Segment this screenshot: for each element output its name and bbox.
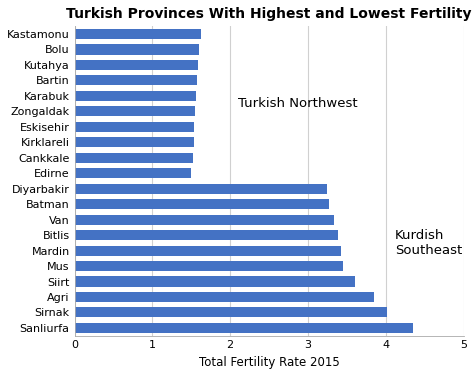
Bar — [74, 137, 193, 147]
Bar — [74, 168, 191, 178]
Bar — [74, 246, 341, 256]
Bar — [74, 60, 198, 70]
Bar — [74, 292, 374, 302]
Bar — [74, 215, 334, 224]
Bar — [74, 76, 197, 85]
X-axis label: Total Fertility Rate 2015: Total Fertility Rate 2015 — [199, 356, 339, 369]
Bar — [74, 230, 337, 240]
Bar — [74, 276, 355, 287]
Bar — [74, 44, 199, 55]
Text: Turkish Northwest: Turkish Northwest — [238, 97, 357, 110]
Bar — [74, 323, 413, 333]
Bar — [74, 261, 343, 271]
Bar — [74, 308, 387, 317]
Bar — [74, 122, 194, 132]
Text: Kurdish
Southeast: Kurdish Southeast — [395, 229, 462, 257]
Bar — [74, 29, 201, 39]
Title: Turkish Provinces With Highest and Lowest Fertility: Turkish Provinces With Highest and Lowes… — [66, 7, 472, 21]
Bar — [74, 183, 328, 194]
Bar — [74, 91, 196, 101]
Bar — [74, 199, 329, 209]
Bar — [74, 153, 193, 163]
Bar — [74, 106, 195, 117]
